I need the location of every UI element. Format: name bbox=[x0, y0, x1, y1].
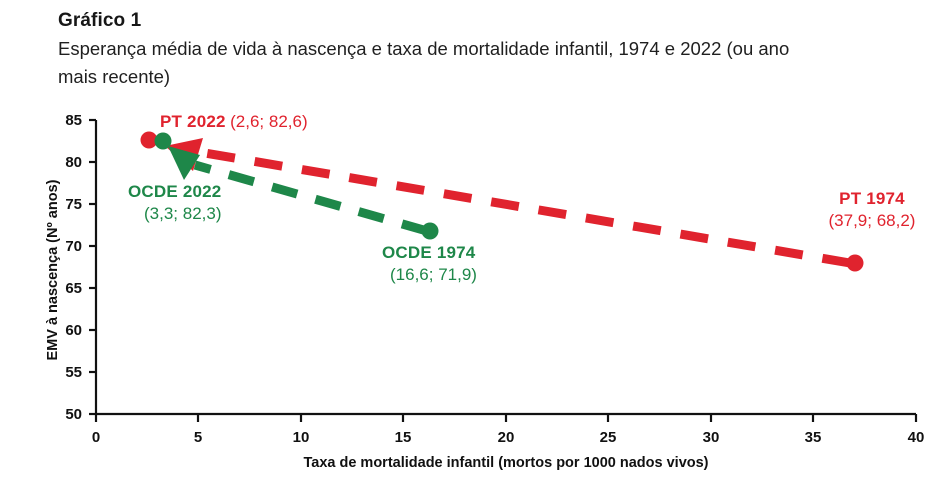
y-axis-title: EMV à nascença (Nº anos) bbox=[45, 179, 61, 361]
annotation-pt-2022-value: (2,6; 82,6) bbox=[230, 112, 308, 131]
annotation-ocde-1974-value: (16,6; 71,9) bbox=[390, 265, 477, 284]
x-tick-label-5: 5 bbox=[193, 429, 203, 446]
x-tick-label-35: 35 bbox=[804, 429, 822, 446]
y-tick-label-50: 50 bbox=[65, 406, 82, 423]
figure-heading: Gráfico 1 Esperança média de vida à nasc… bbox=[58, 8, 918, 91]
y-tick-label-55: 55 bbox=[65, 364, 82, 381]
y-tick-label-75: 75 bbox=[65, 196, 82, 213]
series-line-portugal bbox=[165, 138, 851, 268]
data-point-pt-1974 bbox=[846, 254, 864, 272]
axis-lines bbox=[94, 120, 916, 416]
y-tick-label-65: 65 bbox=[65, 280, 82, 297]
annotation-pt-1974-title: PT 1974 bbox=[839, 189, 905, 208]
y-tick-label-85: 85 bbox=[65, 112, 82, 129]
annotation-ocde-2022-value: (3,3; 82,3) bbox=[144, 204, 222, 223]
x-tick-label-25: 25 bbox=[599, 429, 617, 446]
x-tick-marks bbox=[94, 414, 918, 422]
figure-subtitle: Esperança média de vida à nascença e tax… bbox=[58, 38, 790, 87]
y-tick-marks bbox=[89, 118, 96, 416]
y-tick-label-80: 80 bbox=[65, 154, 82, 171]
x-tick-label-15: 15 bbox=[394, 429, 412, 446]
figure-number: Gráfico 1 bbox=[58, 10, 142, 31]
annotation-pt-2022: PT 2022 (2,6; 82,6) bbox=[160, 112, 308, 132]
annotation-ocde-1974: OCDE 1974 (16,6; 71,9) bbox=[382, 243, 477, 285]
annotation-ocde-2022-title: OCDE 2022 bbox=[128, 182, 222, 201]
annotation-pt-1974-value: (37,9; 68,2) bbox=[828, 211, 916, 230]
x-tick-label-10: 10 bbox=[292, 429, 310, 446]
x-axis-title: Taxa de mortalidade infantil (mortos por… bbox=[303, 455, 709, 471]
y-tick-label-60: 60 bbox=[65, 322, 82, 339]
data-point-ocde-1974 bbox=[421, 222, 439, 240]
x-tick-label-30: 30 bbox=[702, 429, 720, 446]
data-point-pt-2022 bbox=[140, 131, 158, 149]
annotation-ocde-1974-title: OCDE 1974 bbox=[382, 243, 476, 262]
annotation-pt-1974: PT 1974 (37,9; 68,2) bbox=[812, 189, 932, 231]
annotation-ocde-2022: OCDE 2022 (3,3; 82,3) bbox=[128, 182, 222, 224]
x-tick-label-0: 0 bbox=[91, 429, 101, 446]
annotation-pt-2022-title: PT 2022 bbox=[160, 112, 226, 131]
data-point-ocde-2022 bbox=[154, 132, 172, 150]
x-tick-label-20: 20 bbox=[497, 429, 515, 446]
x-tick-label-40: 40 bbox=[907, 429, 925, 446]
y-tick-label-70: 70 bbox=[65, 238, 82, 255]
